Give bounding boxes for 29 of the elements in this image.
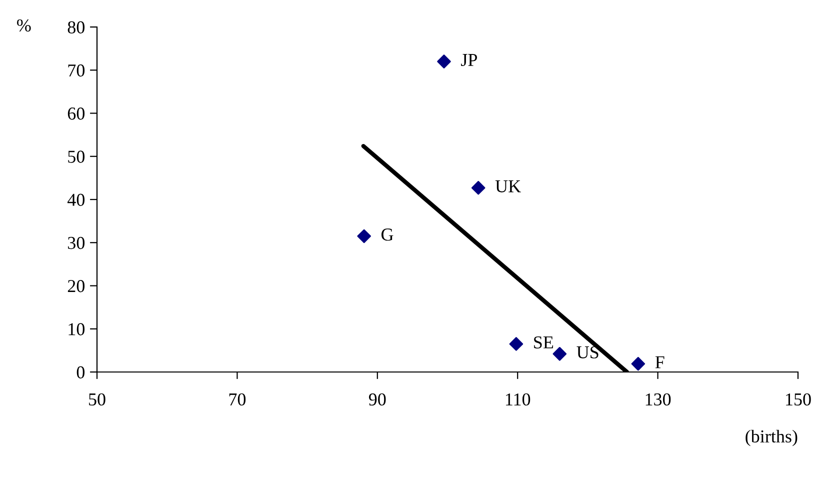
point [552,346,567,361]
annotation: UK [495,180,521,192]
annotation: US [576,346,598,358]
y-tick-label: 60 [68,108,85,120]
annotation: G [381,228,394,241]
point [357,229,371,244]
annotation: F [655,356,664,368]
x-tick-label: 70 [229,393,246,406]
x-tick-label: 130 [646,393,671,406]
y-tick-label: 20 [68,280,85,292]
point [471,180,486,195]
y-tick-label: 10 [68,323,85,336]
y-tick-label: 50 [68,150,85,163]
x-tick-label: 110 [506,393,530,406]
y-tick-label: 80 [68,21,85,34]
x-tick-label: 90 [368,393,386,406]
x-tick-label: 50 [89,393,106,406]
point [631,356,646,371]
point [509,337,524,351]
point [437,54,451,68]
y-tick-label: 30 [68,236,85,250]
y-axis-title: % [17,19,31,32]
y-tick-label: 0 [76,366,85,378]
y-tick-label: 40 [67,194,85,206]
annotation: SE [534,336,554,348]
y-tick-label: 70 [68,64,85,77]
x-tick-label: 150 [786,393,811,406]
x-axis-title: (births) [746,430,798,446]
annotation: JP [461,54,478,66]
